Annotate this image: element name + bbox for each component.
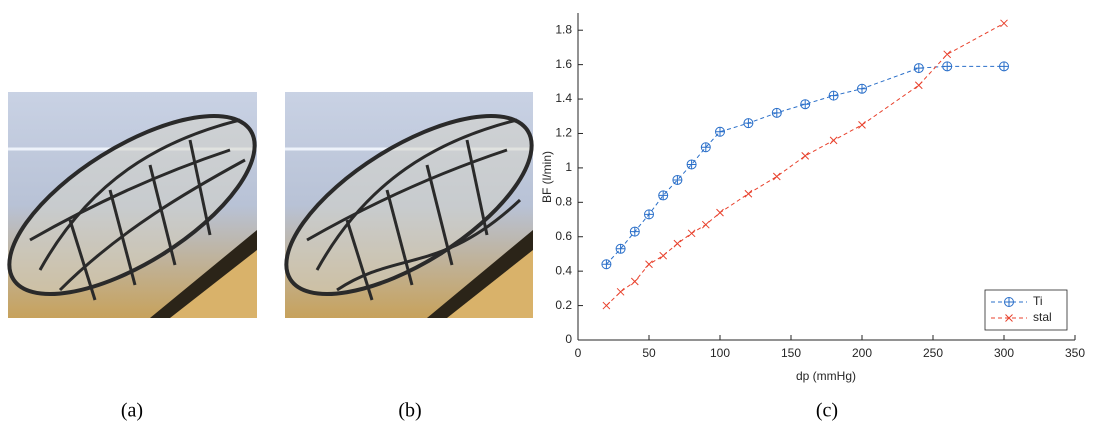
y-tick-label: 0.4 [555, 263, 572, 277]
y-axis-label: BF (l/min) [540, 151, 554, 203]
marker [602, 301, 611, 310]
marker-cross [672, 175, 682, 185]
marker-cross [857, 84, 867, 94]
y-tick-label: 0 [565, 332, 572, 346]
marker-cross [914, 63, 924, 73]
y-tick-label: 0.8 [555, 194, 572, 208]
series-line [606, 65, 1004, 265]
marker [829, 136, 838, 145]
marker [858, 121, 866, 129]
marker-cross [942, 61, 952, 71]
marker [629, 226, 640, 237]
marker [771, 107, 782, 118]
x-axis-label: dp (mmHg) [796, 369, 856, 383]
marker [601, 259, 612, 270]
marker-cross [829, 91, 839, 101]
marker [857, 83, 867, 94]
marker-cross [1004, 297, 1014, 307]
marker [801, 151, 810, 160]
marker-cross [772, 108, 782, 118]
x-tick-label: 50 [642, 346, 656, 360]
marker [1005, 314, 1013, 322]
x-tick-label: 0 [575, 346, 582, 360]
y-tick-label: 1 [565, 160, 572, 174]
marker [686, 159, 697, 170]
y-tick-label: 1.8 [555, 22, 572, 36]
photo-b [284, 92, 534, 318]
y-tick-label: 1.2 [555, 126, 572, 140]
marker [914, 81, 923, 90]
legend-label: Ti [1033, 294, 1043, 308]
caption: (b) [398, 400, 421, 422]
marker [800, 99, 811, 110]
marker [1004, 297, 1014, 307]
marker [659, 251, 668, 260]
legend-label: stal [1033, 310, 1052, 324]
x-tick-label: 150 [781, 346, 801, 360]
caption: (c) [816, 400, 838, 422]
y-tick-label: 1.4 [555, 91, 572, 105]
marker-cross [658, 190, 668, 200]
caption: (a) [121, 400, 143, 422]
marker [943, 50, 952, 59]
marker [1000, 19, 1008, 28]
marker [673, 239, 682, 248]
marker [716, 208, 724, 217]
marker-cross [601, 259, 611, 269]
x-tick-label: 350 [1065, 346, 1085, 360]
y-tick-label: 0.2 [555, 298, 572, 312]
x-tick-label: 300 [994, 346, 1014, 360]
marker [615, 243, 626, 254]
marker [701, 220, 710, 229]
marker-cross [644, 209, 654, 219]
marker [687, 229, 696, 238]
marker [772, 172, 781, 181]
x-tick-label: 100 [710, 346, 730, 360]
marker [630, 277, 639, 286]
marker [942, 61, 953, 72]
marker-cross [701, 142, 711, 152]
marker [644, 209, 654, 220]
marker [616, 287, 625, 296]
marker [645, 260, 653, 269]
marker-cross [687, 159, 697, 169]
marker [700, 142, 711, 153]
y-tick-label: 1.6 [555, 57, 572, 71]
series-line [606, 22, 1005, 306]
marker-cross [800, 99, 810, 109]
marker [913, 63, 924, 74]
marker [828, 90, 839, 101]
x-tick-label: 250 [923, 346, 943, 360]
marker [672, 174, 683, 185]
legend: Ti stal [984, 289, 1068, 331]
marker [715, 126, 725, 137]
marker-cross [616, 244, 626, 254]
x-tick-label: 200 [852, 346, 872, 360]
marker [999, 61, 1009, 72]
y-tick-label: 0.6 [555, 229, 572, 243]
marker [658, 190, 669, 201]
marker-cross [999, 61, 1009, 71]
marker-cross [743, 118, 753, 128]
marker [743, 118, 754, 129]
marker [744, 189, 753, 198]
photo-a [7, 92, 257, 318]
marker-cross [630, 227, 640, 237]
marker-cross [715, 127, 725, 137]
legend-box [984, 289, 1068, 331]
